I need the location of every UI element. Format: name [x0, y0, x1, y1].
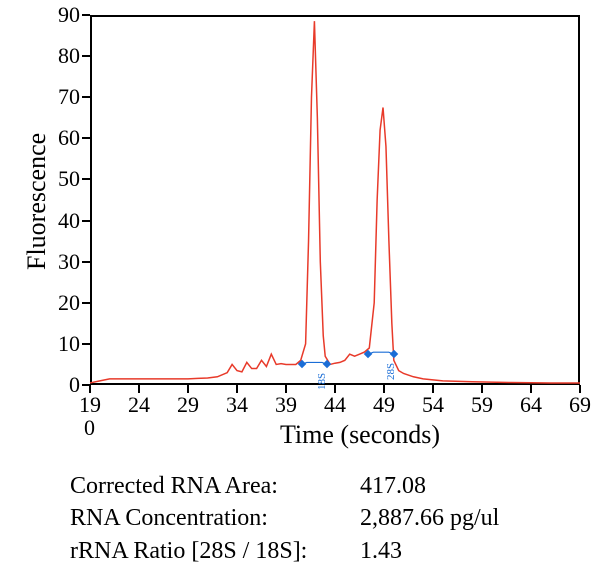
peak-label: 28S — [385, 363, 397, 380]
x-tick-label: 69 — [565, 392, 595, 418]
y-tick-label: 20 — [40, 290, 80, 316]
x-tick-label: 24 — [124, 392, 154, 418]
y-tick — [82, 137, 90, 139]
y-tick — [82, 302, 90, 304]
y-tick — [82, 343, 90, 345]
y-tick — [82, 261, 90, 263]
y-tick — [82, 14, 90, 16]
x-tick-label: 64 — [516, 392, 546, 418]
x-tick-label: 29 — [173, 392, 203, 418]
y-tick-label: 60 — [40, 125, 80, 151]
info-key: RNA Concentration: — [70, 502, 360, 534]
x-tick-label: 34 — [222, 392, 252, 418]
x-tick-label: 59 — [467, 392, 497, 418]
y-tick — [82, 220, 90, 222]
x-axis-label: Time (seconds) — [260, 420, 460, 450]
y-tick-label: 30 — [40, 249, 80, 275]
x-tick-label: 19 — [75, 392, 105, 418]
info-value: 1.43 — [360, 535, 560, 567]
info-value: 2,887.66 pg/ul — [360, 502, 560, 534]
y-tick-label: 40 — [40, 208, 80, 234]
info-key: Corrected RNA Area: — [70, 470, 360, 502]
x-tick-label: 44 — [320, 392, 350, 418]
x-tick-label: 49 — [369, 392, 399, 418]
y-tick-label: 90 — [40, 2, 80, 28]
x-first-tick-extra-zero: 0 — [84, 415, 95, 441]
x-tick-label: 54 — [418, 392, 448, 418]
electropherogram-figure: Fluorescence Time (seconds) 0 Corrected … — [0, 0, 600, 580]
y-tick-label: 10 — [40, 331, 80, 357]
y-tick-label: 50 — [40, 166, 80, 192]
info-row: Corrected RNA Area:417.08 — [70, 470, 560, 502]
info-row: rRNA Ratio [28S / 18S]:1.43 — [70, 535, 560, 567]
y-tick — [82, 55, 90, 57]
y-tick-label: 80 — [40, 43, 80, 69]
plot-area — [90, 15, 580, 385]
info-row: RNA Concentration:2,887.66 pg/ul — [70, 502, 560, 534]
peak-label: 18S — [316, 373, 328, 390]
y-tick-label: 70 — [40, 84, 80, 110]
x-tick-label: 39 — [271, 392, 301, 418]
y-tick-label: 0 — [40, 372, 80, 398]
info-value: 417.08 — [360, 470, 560, 502]
info-key: rRNA Ratio [28S / 18S]: — [70, 535, 360, 567]
y-tick — [82, 96, 90, 98]
y-tick — [82, 178, 90, 180]
rna-info-table: Corrected RNA Area:417.08RNA Concentrati… — [70, 470, 560, 567]
